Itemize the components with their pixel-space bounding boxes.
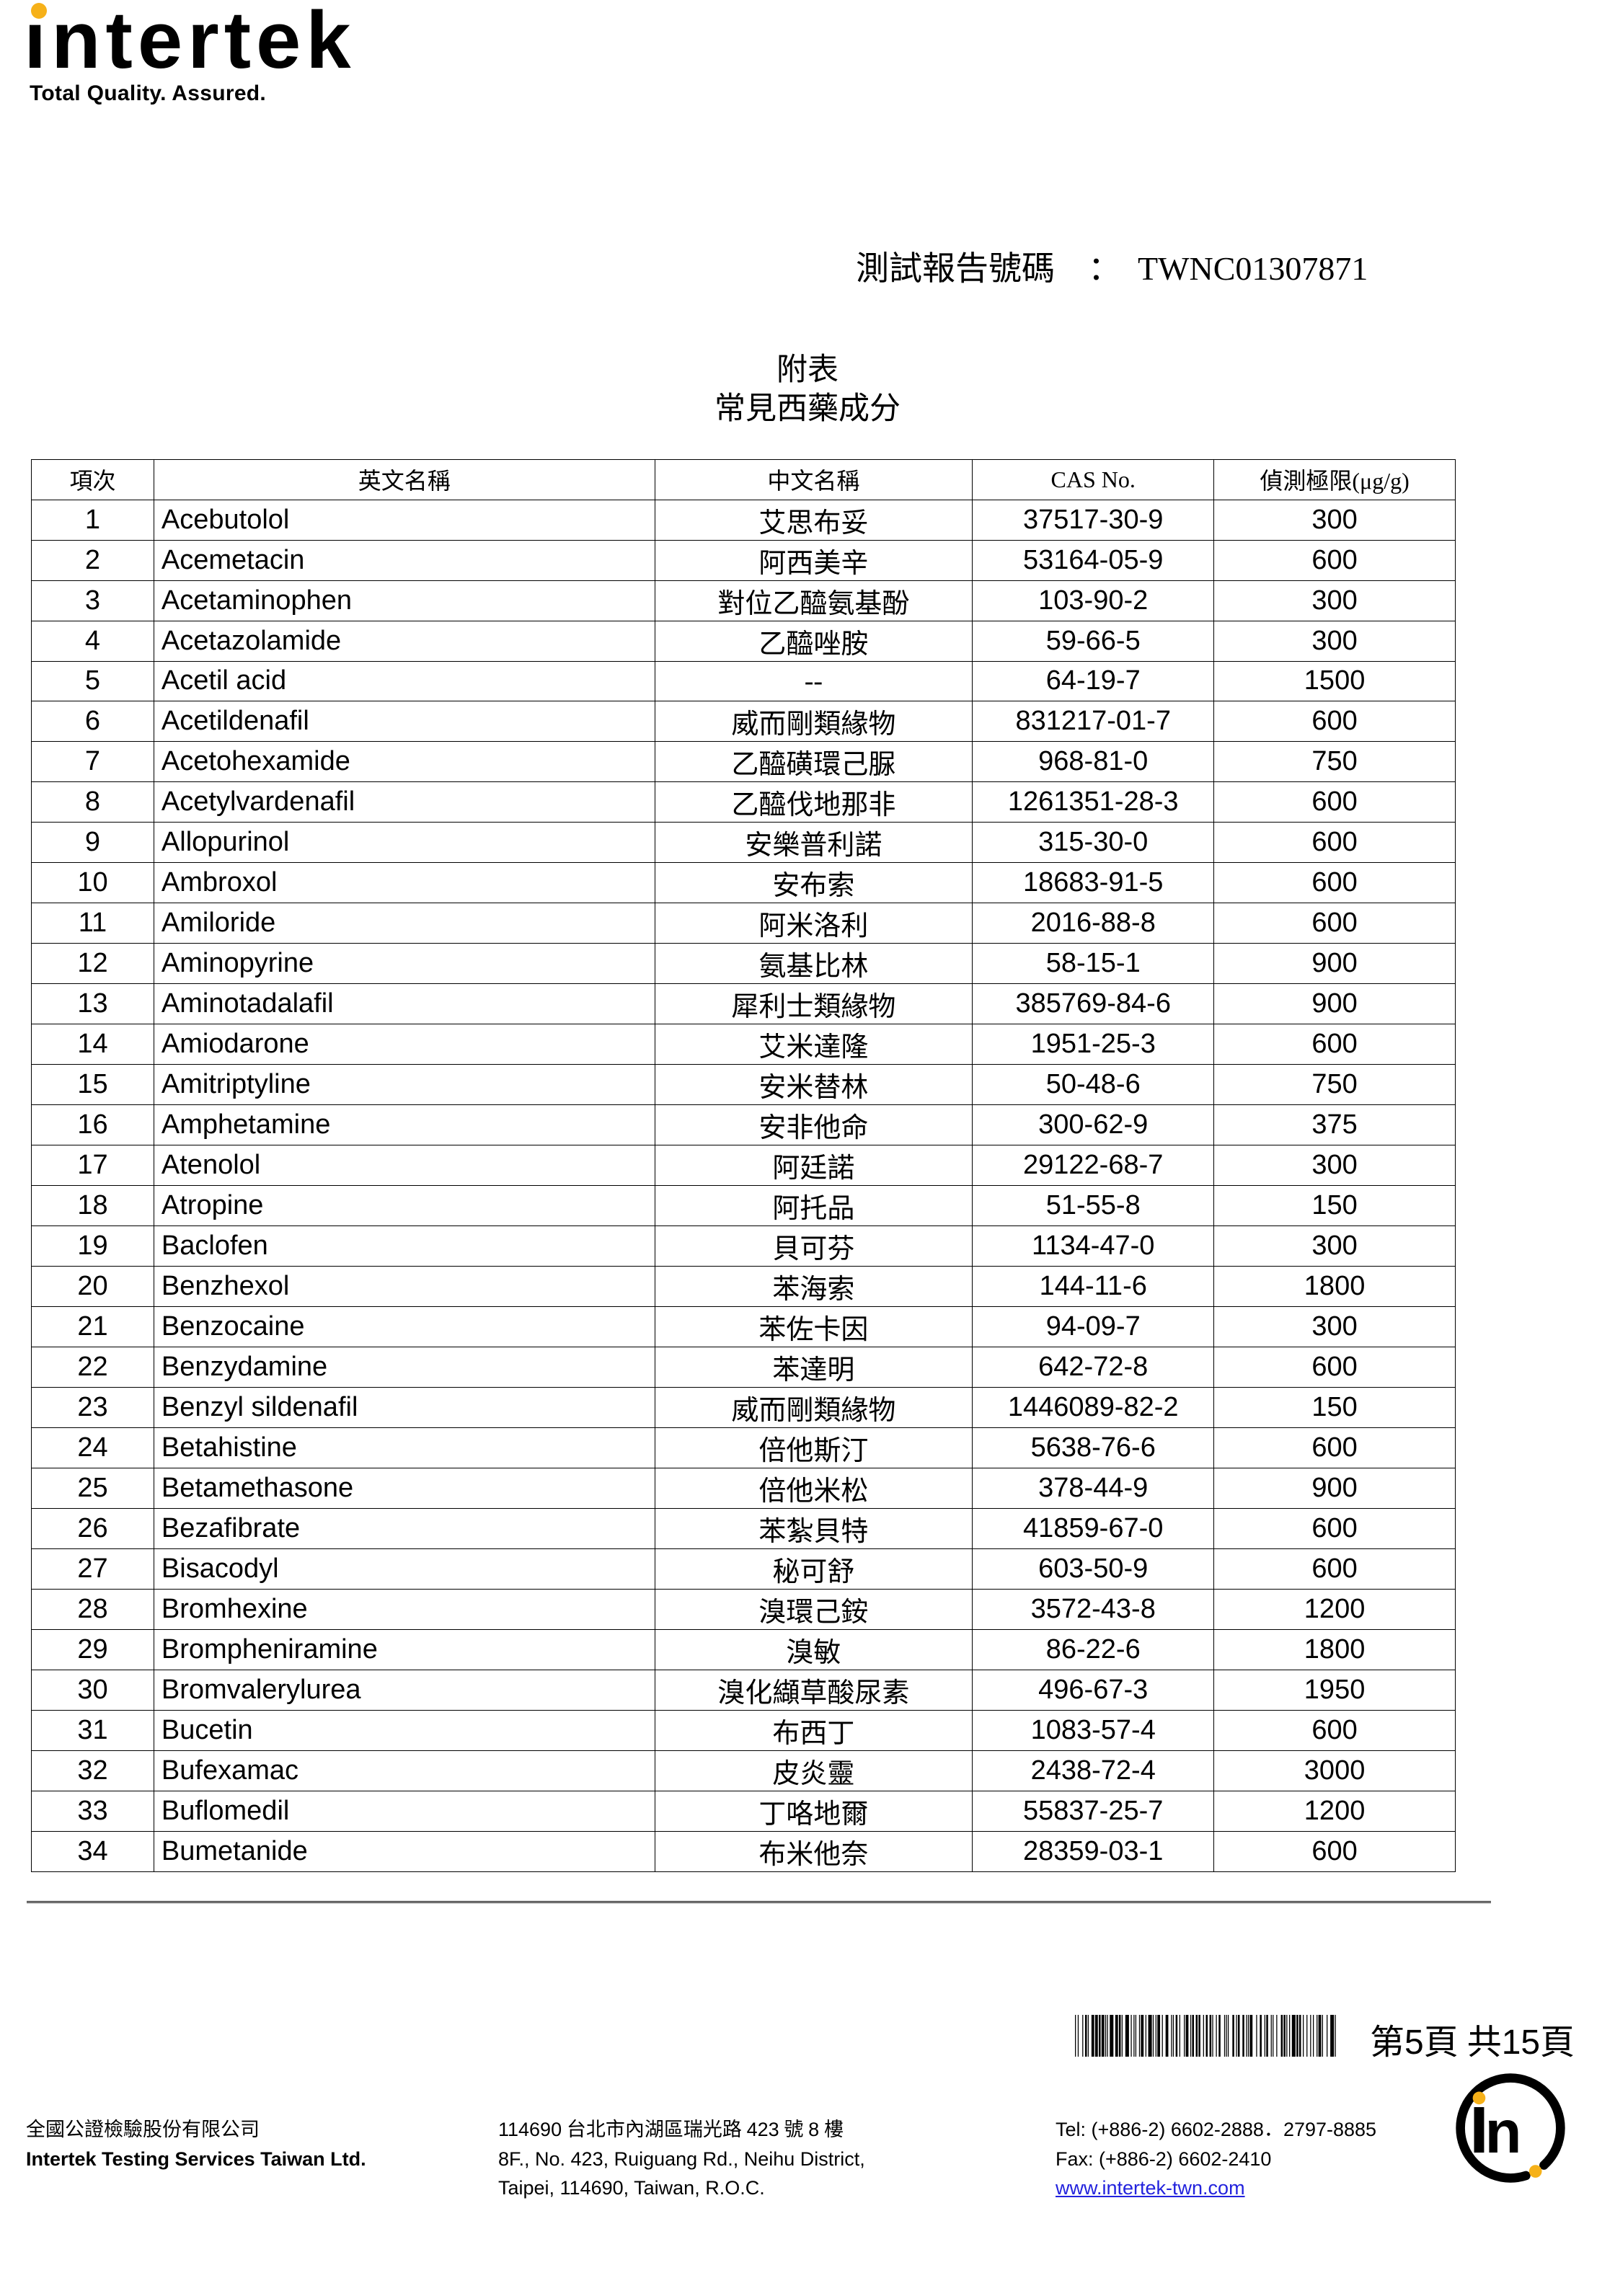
svg-text:intertek: intertek <box>30 3 356 74</box>
